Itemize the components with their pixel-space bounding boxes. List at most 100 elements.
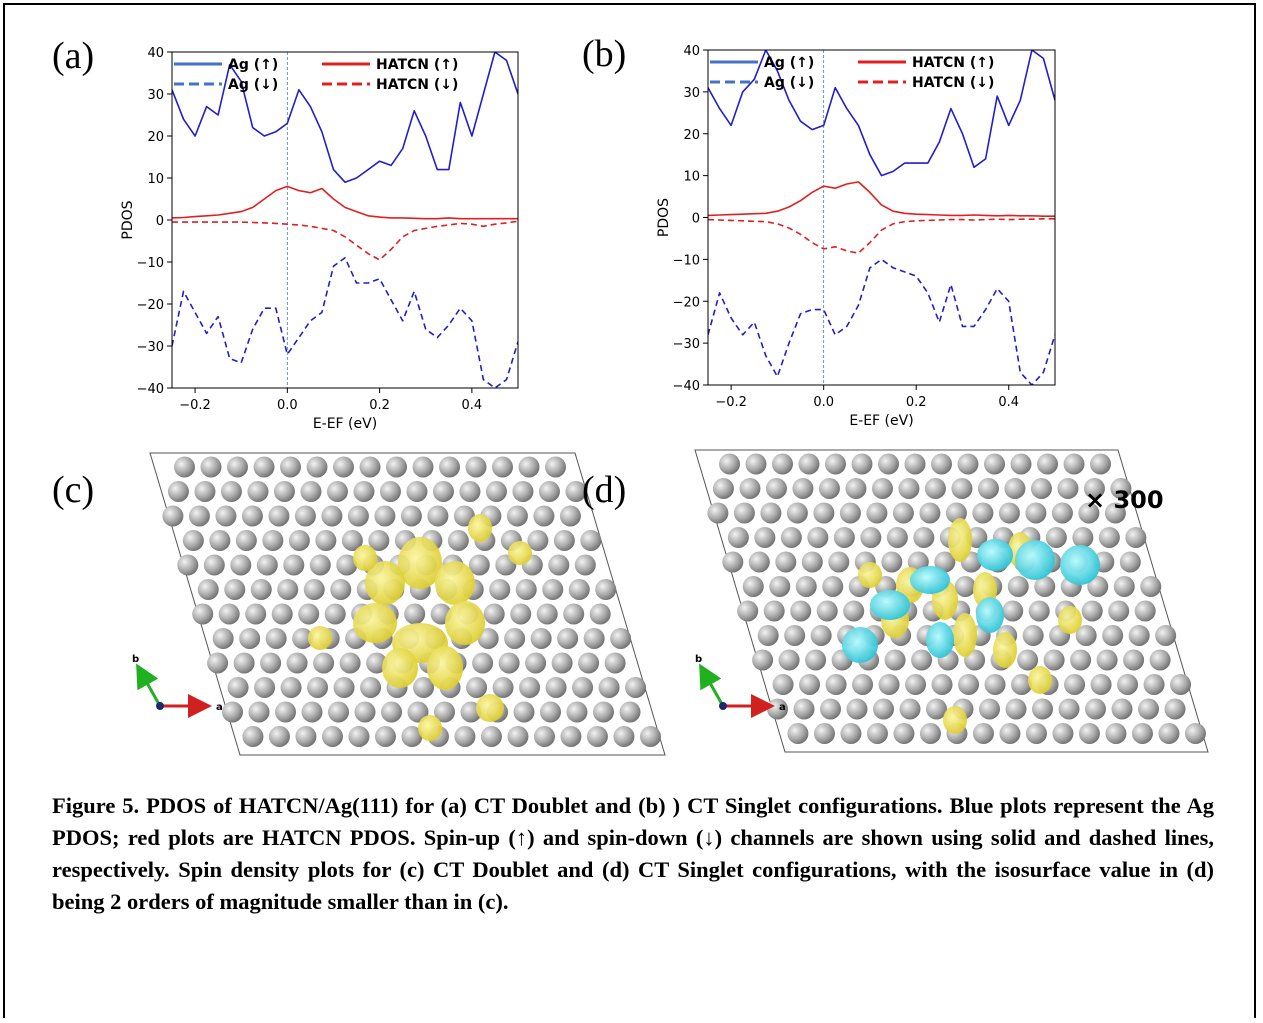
ag-atom: [339, 652, 361, 674]
ag-atom: [1063, 453, 1085, 475]
x-axis-label: E-EF (eV): [313, 416, 377, 432]
spin-lobe-down: [910, 566, 950, 594]
ag-atom: [580, 530, 602, 551]
y-tick-label: −20: [673, 295, 700, 310]
cell-outline: [694, 449, 1209, 753]
ag-atom: [1025, 723, 1047, 744]
axis-a-label: a: [779, 702, 786, 713]
ag-atom: [610, 628, 632, 649]
ag-atom: [268, 505, 290, 527]
ag-atom: [972, 723, 994, 744]
ag-atom: [754, 527, 776, 548]
ag-atom: [224, 579, 246, 600]
ag-atom: [798, 453, 820, 475]
legend-label: Ag (↓): [764, 75, 814, 91]
spin-lobe-up: [353, 545, 377, 571]
ag-atom: [972, 502, 994, 524]
ag-atom: [1090, 453, 1111, 475]
ag-atom: [167, 481, 189, 502]
ag-atom: [525, 652, 547, 674]
ag-atom: [197, 579, 219, 600]
spin-lobe-up: [1058, 606, 1082, 634]
ag-atom: [439, 456, 460, 478]
y-tick-label: −40: [137, 382, 164, 397]
ag-atom: [763, 600, 785, 622]
ag-atom: [1045, 527, 1067, 548]
ag-atom: [553, 530, 575, 551]
ag-atom: [748, 551, 770, 573]
ag-atom: [353, 481, 375, 502]
spin-lobe-up: [435, 561, 475, 605]
ag-atom: [275, 701, 297, 723]
ag-atom: [833, 527, 855, 548]
ag-atom: [1140, 576, 1162, 597]
ag-atom: [593, 701, 615, 723]
ag-atom: [795, 576, 817, 597]
ag-atom: [220, 481, 242, 502]
ag-atom: [551, 652, 573, 674]
ag-atom: [707, 502, 729, 524]
ag-atom: [845, 478, 867, 499]
ag-atom: [513, 701, 535, 723]
ag-atom: [253, 456, 275, 478]
ag-atom: [1110, 478, 1132, 499]
ag-atom: [235, 530, 257, 551]
ag-atom: [203, 554, 225, 576]
ag-atom: [786, 502, 808, 524]
spin-lobe-up: [398, 537, 442, 589]
axis-b-label: b: [132, 654, 139, 665]
ag-atom: [578, 652, 600, 674]
ag-atom: [1022, 625, 1044, 646]
ag-atom: [846, 698, 868, 720]
ag-atom: [1123, 649, 1145, 671]
ag-atom: [260, 652, 282, 674]
ag-atom: [177, 554, 199, 576]
ag-atom: [507, 726, 529, 747]
ag-atom: [560, 726, 582, 747]
spin-lobe-up: [476, 694, 504, 722]
ag-atom: [595, 579, 617, 600]
ag-atom: [805, 649, 827, 671]
x-tick-label: −0.2: [715, 395, 747, 410]
ag-atom: [583, 628, 605, 649]
ag-atom: [851, 453, 873, 475]
ag-atom: [515, 579, 537, 600]
spin-lobe-up: [365, 561, 405, 605]
ag-atom: [1070, 649, 1092, 671]
ag-atom: [924, 478, 946, 499]
ag-atom: [412, 456, 434, 478]
ag-atom: [757, 625, 779, 646]
ag-atom: [333, 677, 355, 698]
ag-atom: [598, 677, 620, 698]
axis-origin: [156, 702, 164, 710]
ag-atom: [784, 625, 806, 646]
legend-label: HATCN (↑): [912, 55, 994, 71]
ag-atom: [309, 554, 331, 576]
ag-atom: [207, 652, 229, 674]
ag-atom: [1104, 502, 1126, 524]
ag-atom: [913, 527, 935, 548]
ag-atom: [984, 453, 1005, 475]
axis-b-arrow: [699, 663, 725, 707]
ag-atom: [1058, 698, 1080, 720]
ag-atom: [200, 456, 222, 478]
ag-atom: [559, 505, 581, 527]
ag-atom: [1043, 649, 1065, 671]
scale-note: × 300: [1085, 486, 1164, 514]
ag-atom: [984, 674, 1006, 695]
ag-atom: [813, 723, 835, 744]
ag-atom: [825, 674, 847, 695]
spin-lobe-down: [842, 627, 878, 663]
spin-lobe-up: [953, 613, 977, 657]
ag-atom: [1158, 723, 1180, 744]
ag-atom: [326, 481, 348, 502]
ag-atom: [1164, 698, 1186, 720]
ag-atom: [510, 603, 532, 625]
pdos-line: [172, 257, 518, 388]
spin-lobe-up: [993, 632, 1017, 668]
ag-atom: [1119, 551, 1141, 573]
ag-atom: [545, 456, 566, 478]
ag-atom: [625, 677, 647, 698]
ag-atom: [542, 579, 564, 600]
ag-atom: [538, 481, 560, 502]
